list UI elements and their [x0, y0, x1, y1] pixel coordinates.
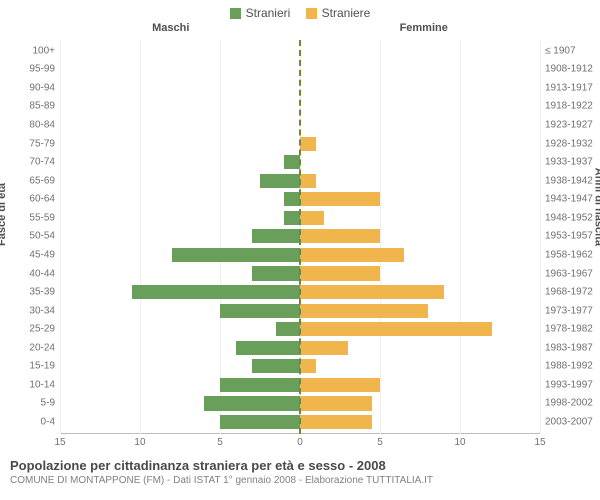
bar-female [300, 174, 316, 188]
birth-year-label: 1993-1997 [545, 379, 597, 390]
bar-female [300, 378, 380, 392]
grid-line [540, 40, 541, 434]
x-tick: 10 [454, 437, 465, 448]
birth-year-label: 1963-1967 [545, 268, 597, 279]
birth-year-label: 1973-1977 [545, 305, 597, 316]
bar-male [220, 415, 300, 429]
bar-female [300, 415, 372, 429]
age-label: 40-44 [3, 268, 55, 279]
bar-female [300, 137, 316, 151]
age-label: 5-9 [3, 398, 55, 409]
bar-female [300, 266, 380, 280]
male-column-label: Maschi [152, 22, 189, 34]
bar-male [260, 174, 300, 188]
age-label: 0-4 [3, 417, 55, 428]
birth-year-label: 1938-1942 [545, 175, 597, 186]
birth-year-label: 1923-1927 [545, 120, 597, 131]
legend-label-male: Stranieri [246, 6, 291, 20]
x-tick: 15 [54, 437, 65, 448]
legend-label-female: Straniere [322, 6, 371, 20]
age-label: 55-59 [3, 212, 55, 223]
birth-year-label: 1958-1962 [545, 249, 597, 260]
bar-female [300, 285, 444, 299]
footer: Popolazione per cittadinanza straniera p… [0, 452, 600, 486]
bar-female [300, 359, 316, 373]
bar-male [220, 304, 300, 318]
legend-swatch-male [230, 8, 241, 19]
birth-year-label: 1998-2002 [545, 398, 597, 409]
bar-male [252, 359, 300, 373]
bar-male [236, 341, 300, 355]
x-tick: 10 [134, 437, 145, 448]
age-label: 80-84 [3, 120, 55, 131]
birth-year-label: 1968-1972 [545, 287, 597, 298]
birth-year-label: 1948-1952 [545, 212, 597, 223]
bar-male [276, 322, 300, 336]
female-column-label: Femmine [400, 22, 448, 34]
legend: Stranieri Straniere [0, 0, 600, 22]
birth-year-label: 1913-1917 [545, 82, 597, 93]
age-label: 45-49 [3, 249, 55, 260]
bar-female [300, 322, 492, 336]
x-tick: 15 [534, 437, 545, 448]
bar-female [300, 341, 348, 355]
birth-year-label: 2003-2007 [545, 417, 597, 428]
bar-female [300, 248, 404, 262]
zero-line [299, 40, 301, 434]
birth-year-label: 1978-1982 [545, 324, 597, 335]
bar-female [300, 211, 324, 225]
birth-year-label: 1933-1937 [545, 157, 597, 168]
age-label: 70-74 [3, 157, 55, 168]
bar-male [252, 266, 300, 280]
age-label: 50-54 [3, 231, 55, 242]
age-label: 35-39 [3, 287, 55, 298]
bar-female [300, 192, 380, 206]
columns-header: Maschi Femmine [0, 22, 600, 40]
age-label: 20-24 [3, 342, 55, 353]
columns-header-inner: Maschi Femmine [152, 22, 448, 34]
chart-title: Popolazione per cittadinanza straniera p… [10, 458, 590, 473]
age-label: 10-14 [3, 379, 55, 390]
age-label: 95-99 [3, 64, 55, 75]
age-label: 25-29 [3, 324, 55, 335]
birth-year-label: 1988-1992 [545, 361, 597, 372]
age-label: 100+ [3, 45, 55, 56]
bar-male [172, 248, 300, 262]
age-label: 85-89 [3, 101, 55, 112]
x-tick: 5 [217, 437, 223, 448]
x-axis: 15105051015 [60, 433, 540, 452]
chart-subtitle: COMUNE DI MONTAPPONE (FM) - Dati ISTAT 1… [10, 475, 590, 486]
chart: Fasce di età Anni di nascita 100+≤ 19079… [0, 40, 600, 452]
bar-male [204, 396, 300, 410]
x-tick: 0 [297, 437, 303, 448]
bar-male [252, 229, 300, 243]
birth-year-label: 1908-1912 [545, 64, 597, 75]
birth-year-label: 1928-1932 [545, 138, 597, 149]
bar-female [300, 229, 380, 243]
age-label: 30-34 [3, 305, 55, 316]
legend-item-female: Straniere [306, 6, 371, 20]
bar-male [284, 211, 300, 225]
birth-year-label: ≤ 1907 [545, 45, 597, 56]
bar-male [284, 192, 300, 206]
age-label: 75-79 [3, 138, 55, 149]
birth-year-label: 1943-1947 [545, 194, 597, 205]
age-label: 60-64 [3, 194, 55, 205]
birth-year-label: 1918-1922 [545, 101, 597, 112]
age-label: 90-94 [3, 82, 55, 93]
legend-item-male: Stranieri [230, 6, 291, 20]
bar-female [300, 304, 428, 318]
age-label: 65-69 [3, 175, 55, 186]
age-label: 15-19 [3, 361, 55, 372]
birth-year-label: 1953-1957 [545, 231, 597, 242]
bar-male [132, 285, 300, 299]
plot-area: 100+≤ 190795-991908-191290-941913-191785… [60, 40, 540, 452]
bar-male [220, 378, 300, 392]
bar-male [284, 155, 300, 169]
x-tick: 5 [377, 437, 383, 448]
bar-female [300, 396, 372, 410]
legend-swatch-female [306, 8, 317, 19]
birth-year-label: 1983-1987 [545, 342, 597, 353]
